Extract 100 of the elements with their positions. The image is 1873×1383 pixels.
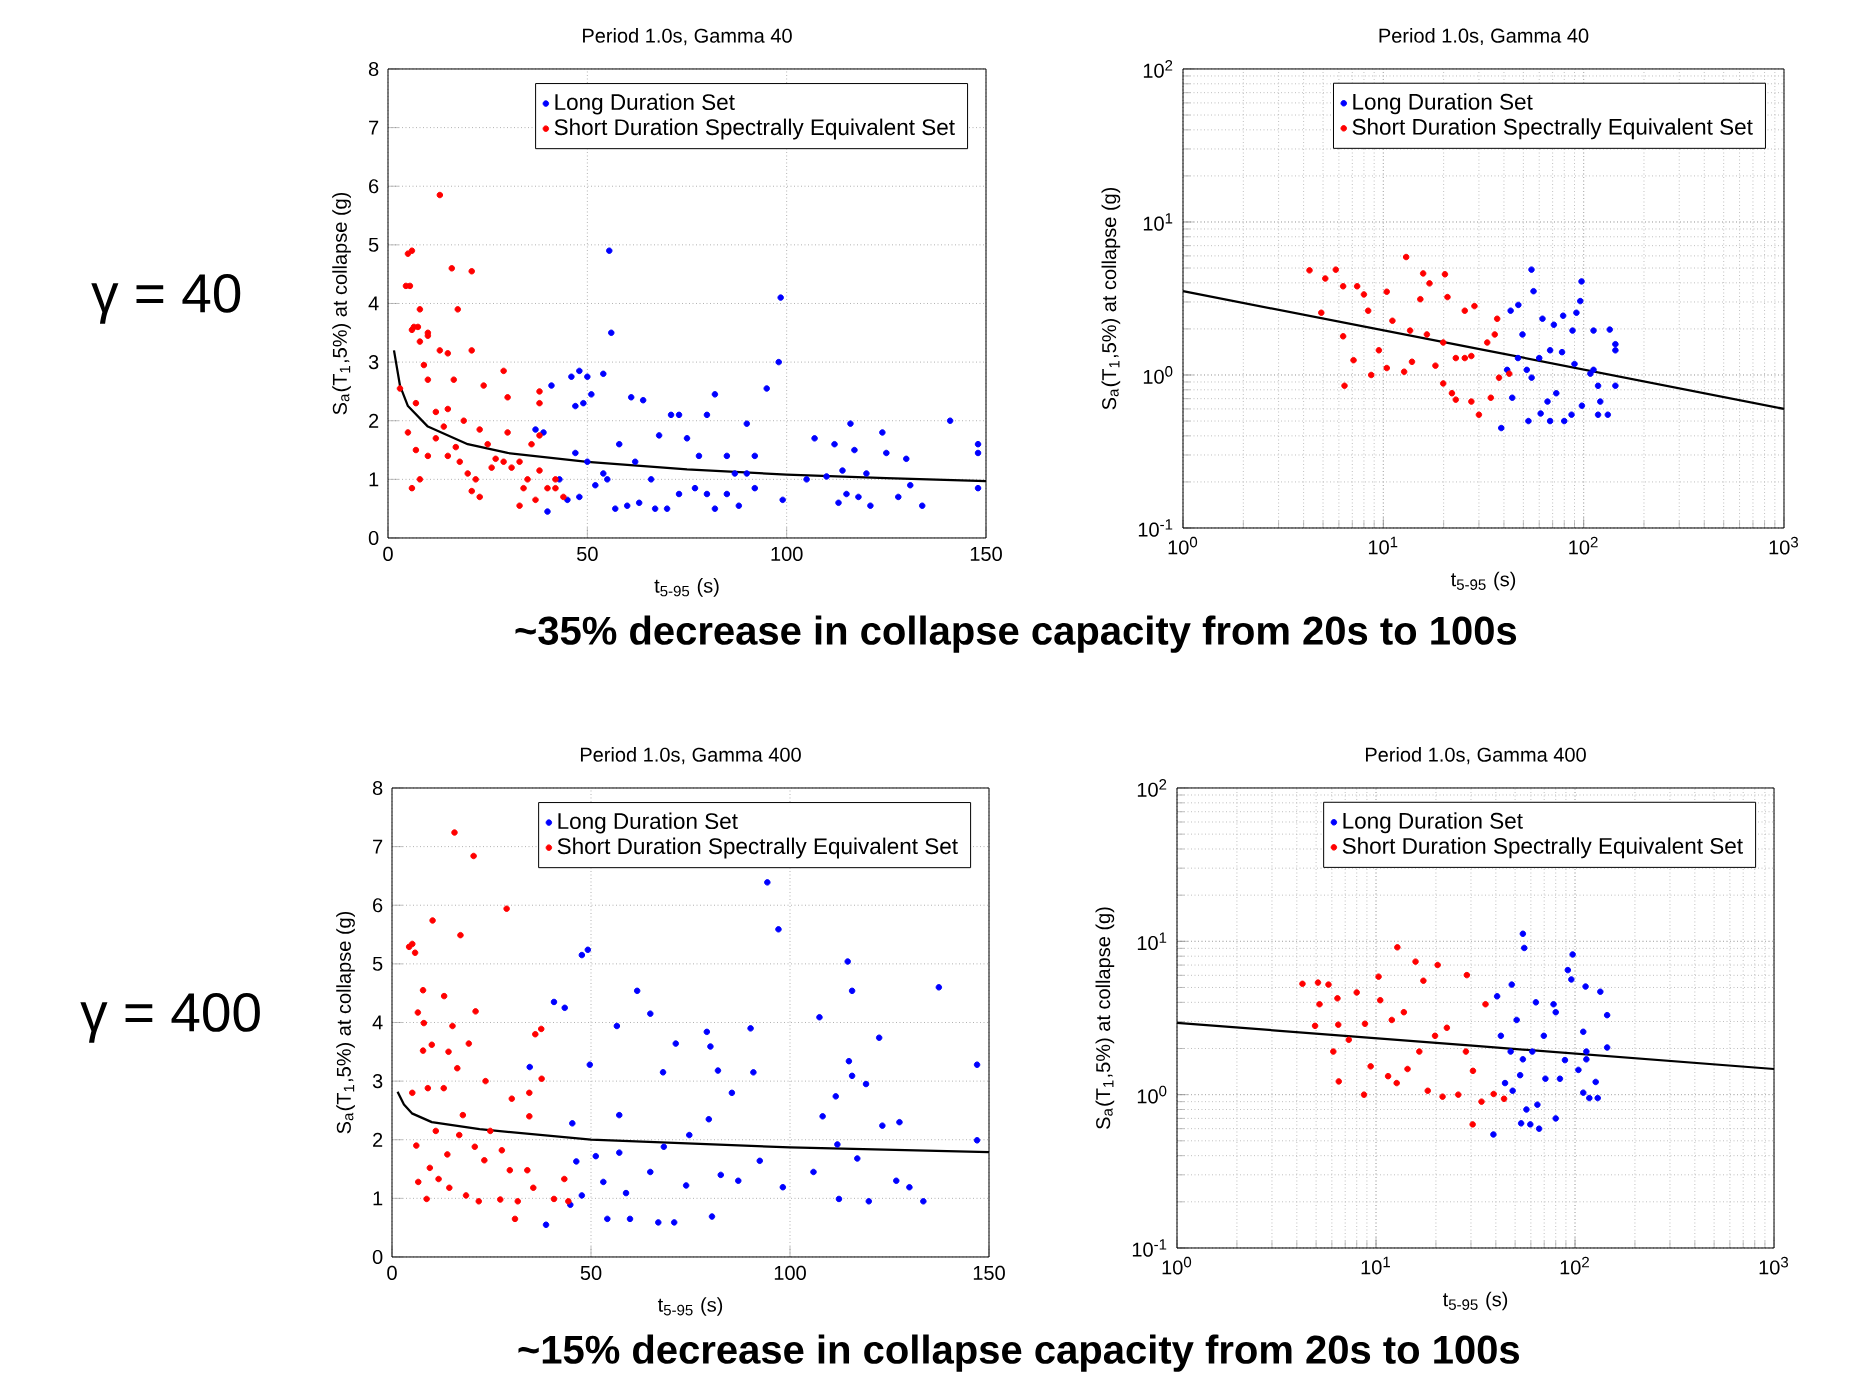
point (420, 1019, 428, 1027)
y-tick-label: 3 (372, 1074, 383, 1089)
x-axis-title: t$_{5-95}$ (s) (657, 1297, 723, 1316)
y-tick-label: 6 (369, 179, 379, 194)
x-tick-label: 10$^{3}$ (1769, 536, 1799, 555)
point (413, 1142, 420, 1149)
y-tick-label: 2 (369, 413, 379, 428)
y-tick-label: 2 (373, 1132, 383, 1147)
point (440, 992, 448, 1000)
point (456, 1131, 463, 1139)
text: γ = 40 (91, 273, 241, 324)
x-axis-title: t$_{5-95}$ (s) (1450, 571, 1516, 591)
text: γ = 400 (80, 992, 260, 1043)
point (411, 949, 419, 956)
y-tick-label: 10$^{-1}$ (1132, 1239, 1167, 1257)
x-tick-label: 0 (387, 1265, 397, 1280)
y-axis-title: S$_{a}$(T$_{1}$,5%) at collapse (g) (332, 192, 351, 415)
y-tick-label: 3 (368, 355, 379, 370)
legend-label: Short Duration Spectrally Equivalent Set (1342, 837, 1743, 859)
y-tick-label: 1 (373, 1191, 383, 1206)
point (423, 1195, 430, 1203)
point (409, 940, 416, 948)
point (429, 917, 436, 924)
point (414, 1009, 422, 1016)
point (470, 852, 477, 860)
point (526, 1089, 533, 1097)
text: ~35% decrease in collapse capacity from 20s to 100s (515, 615, 1517, 653)
x-tick-label: 10$^{3}$ (1759, 1256, 1789, 1275)
legend-label: Long Duration Set (555, 93, 735, 115)
legend-label: Long Duration Set (1343, 812, 1523, 834)
x-axis-title: t$_{5-95}$ (s) (1442, 1291, 1508, 1311)
y-tick-label: 10$^{0}$ (1137, 1085, 1167, 1104)
y-tick-label: 5 (368, 237, 379, 252)
point (444, 1151, 451, 1158)
point (426, 1164, 434, 1172)
x-tick-label: 50 (577, 546, 598, 561)
x-tick-label: 100 (771, 546, 803, 561)
legend-label: Short Duration Spectrally Equivalent Set (1352, 118, 1753, 140)
chart-title: Period 1.0s, Gamma 40 (583, 28, 792, 46)
y-tick-label: 10$^{2}$ (1143, 60, 1173, 78)
y-tick-label: 10$^{-1}$ (1138, 519, 1173, 537)
point (428, 1041, 436, 1049)
point (508, 1095, 516, 1102)
y-tick-label: 1 (369, 472, 379, 487)
legend-label: Short Duration Spectrally Equivalent Set (557, 837, 958, 859)
point (451, 829, 458, 836)
y-tick-label: 8 (372, 780, 383, 796)
x-axis-title: t$_{5-95}$ (s) (654, 578, 719, 597)
y-tick-label: 10$^{1}$ (1143, 213, 1173, 231)
point (503, 905, 510, 913)
point (506, 1166, 514, 1174)
point (465, 1040, 473, 1047)
legend-label: Long Duration Set (558, 812, 738, 834)
point (424, 1084, 432, 1092)
y-axis-title: S$_{a}$(T$_{1}$,5%) at collapse (g) (336, 911, 355, 1134)
point (419, 1047, 427, 1054)
text: ~15% decrease in collapse capacity from 20s to 100s (518, 1334, 1520, 1372)
y-axis-title: S$_{a}$(T$_{1}$,5%) at collapse (g) (1101, 187, 1121, 410)
point (550, 1195, 558, 1203)
point (409, 1089, 416, 1097)
point (454, 1064, 461, 1072)
point (561, 1175, 568, 1183)
point (449, 1022, 456, 1030)
y-tick-label: 7 (369, 120, 379, 135)
y-tick-label: 4 (368, 296, 379, 311)
point (419, 986, 427, 994)
point (530, 1184, 537, 1192)
point (481, 1157, 488, 1164)
point (514, 1198, 522, 1205)
point (440, 1084, 447, 1092)
y-tick-label: 4 (372, 1015, 383, 1030)
x-tick-label: 150 (973, 1265, 1005, 1280)
x-tick-label: 10$^{1}$ (1368, 536, 1398, 555)
point (482, 1077, 489, 1085)
point (445, 1048, 452, 1056)
x-tick-label: 0 (383, 546, 393, 561)
point (524, 1166, 531, 1174)
point (511, 1215, 519, 1223)
point (538, 1025, 545, 1033)
y-tick-label: 8 (368, 61, 379, 77)
point (498, 1147, 506, 1154)
x-tick-label: 10$^{0}$ (1162, 1256, 1192, 1275)
point (432, 1127, 440, 1135)
x-tick-label: 10$^{2}$ (1560, 1256, 1589, 1275)
point (415, 1178, 422, 1186)
point (565, 1198, 572, 1205)
x-tick-label: 100 (774, 1265, 806, 1280)
x-tick-label: 50 (580, 1265, 602, 1280)
point (487, 1127, 494, 1135)
y-tick-label: 10$^{1}$ (1137, 932, 1167, 951)
point (538, 1075, 545, 1083)
chart-title: Period 1.0s, Gamma 400 (580, 747, 801, 765)
point (435, 1175, 442, 1183)
y-axis-title: S$_{a}$(T$_{1}$,5%) at collapse (g) (1095, 907, 1115, 1129)
point (472, 1008, 479, 1015)
point (526, 1113, 533, 1120)
y-tick-label: 5 (372, 956, 383, 971)
x-tick-label: 150 (970, 546, 1002, 561)
point (446, 1184, 453, 1192)
y-tick-label: 6 (373, 898, 383, 913)
